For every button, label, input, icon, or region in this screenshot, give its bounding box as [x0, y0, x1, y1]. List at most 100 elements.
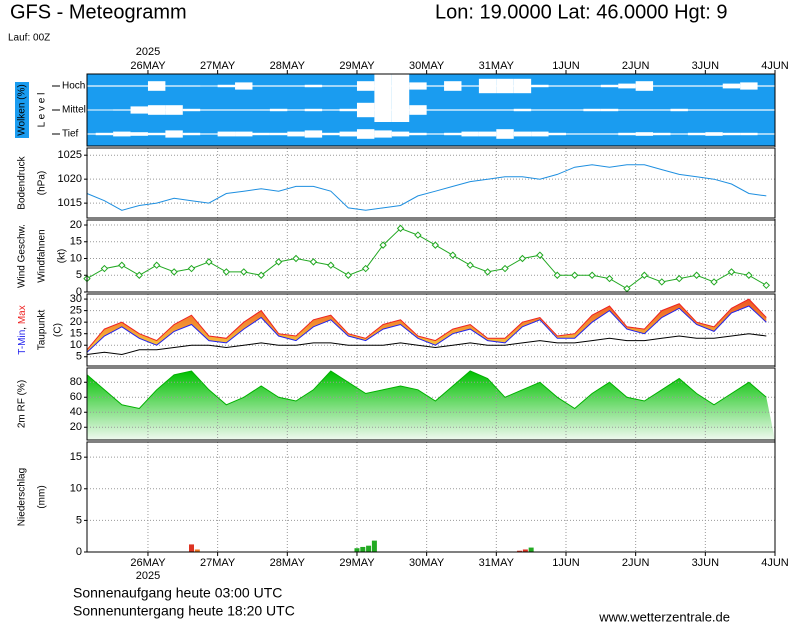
cloud-cover [304, 84, 323, 88]
level-name: Tief [62, 129, 79, 140]
cloud-cover [653, 132, 671, 136]
x-tick-label: 27MAY [200, 557, 236, 569]
y-tick-label: 5 [76, 269, 82, 281]
cloud-cover [217, 84, 236, 88]
x-tick-label: 29MAY [339, 60, 375, 72]
level-axis-label: L e v e l [37, 93, 48, 128]
cloud-cover [670, 85, 688, 87]
legend-entry: T-Min [17, 330, 28, 355]
marker [466, 261, 474, 269]
cloud-cover [705, 109, 723, 111]
cloud-cover [356, 102, 375, 118]
y-tick-label: 10 [70, 252, 82, 264]
level-name: Mittel [62, 105, 86, 116]
marker [274, 258, 283, 266]
cloud-cover [548, 109, 566, 111]
marker [292, 254, 300, 263]
cloud-cover [618, 83, 636, 89]
panel-label: T-Min, Max [17, 305, 28, 354]
marker [640, 271, 649, 279]
y-tick-label: 1025 [58, 149, 82, 161]
cloud-cover [95, 85, 114, 87]
marker [257, 271, 265, 279]
cloud-cover [113, 131, 131, 137]
y-tick-label: 40 [70, 406, 82, 418]
marker [327, 261, 335, 269]
sunrise: Sonnenaufgang heute 03:00 UTC [73, 585, 282, 601]
panel-label: (mm) [37, 485, 48, 508]
cloud-cover [147, 132, 166, 136]
cloud-cover [478, 109, 497, 111]
x-tick-label: 1JUN [552, 557, 580, 569]
cloud-cover [269, 108, 288, 112]
level-name: Hoch [62, 81, 85, 92]
series-line [86, 227, 767, 290]
cloud-cover [95, 132, 114, 136]
cloud-cover [531, 84, 549, 88]
series-line [86, 333, 767, 356]
cloud-cover [269, 132, 288, 136]
marker [152, 261, 161, 269]
sunset: Sonnenuntergang heute 18:20 UTC [73, 603, 295, 619]
panel-label: Niederschlag [17, 468, 28, 526]
cloud-cover [583, 108, 601, 112]
cloud-cover [182, 108, 201, 112]
cloud-cover [391, 98, 410, 122]
marker [187, 264, 196, 273]
label-box [15, 82, 29, 138]
cloud-cover [548, 132, 566, 136]
marker [483, 268, 492, 276]
cloud-cover [461, 131, 479, 137]
cloud-cover [444, 109, 462, 111]
cloud-cover [687, 109, 706, 111]
x-tick-label: 31MAY [479, 60, 515, 72]
marker [344, 271, 352, 279]
legend-entry: Max [17, 305, 28, 324]
x-tick-label: 31MAY [479, 557, 515, 569]
series-line [86, 298, 767, 351]
marker [170, 268, 178, 276]
cloud-cover [235, 131, 253, 137]
cloud-cover [722, 132, 741, 136]
cloud-cover [461, 109, 479, 111]
precip-bar [360, 546, 366, 552]
x-tick-label: 29MAY [339, 557, 375, 569]
marker [570, 271, 579, 279]
cloud-cover [391, 74, 410, 98]
y-tick-label: 15 [70, 236, 82, 248]
marker [588, 271, 596, 279]
marker [135, 271, 143, 279]
cloud-cover [565, 85, 584, 87]
series-line [86, 370, 767, 410]
cloud-cover [356, 129, 375, 139]
marker [100, 264, 109, 273]
cloud-cover [757, 85, 775, 87]
cloud-cover [757, 109, 775, 111]
cloud-cover [374, 98, 392, 122]
marker [414, 231, 422, 239]
cloud-cover [391, 131, 410, 137]
y-tick-label: 1015 [58, 197, 82, 209]
y-tick-label: 0 [76, 286, 82, 298]
cloud-cover [322, 85, 340, 87]
cloud-cover [653, 109, 671, 111]
cloud-cover [130, 85, 148, 87]
x-tick-label: 2JUN [622, 60, 650, 72]
x-tick-label: 28MAY [270, 557, 306, 569]
cloud-cover [496, 129, 514, 139]
cloud-cover [165, 85, 183, 87]
cloud-cover [600, 84, 619, 88]
cloud-cover [653, 85, 671, 87]
cloud-cover [130, 106, 148, 114]
cloud-cover [478, 78, 497, 94]
marker [518, 254, 527, 263]
cloud-cover [722, 109, 741, 111]
panel-label: (kt) [57, 249, 68, 263]
y-tick-label: 30 [70, 293, 82, 305]
cloud-cover [513, 131, 532, 137]
panel-frame [86, 293, 776, 367]
precip-bar [371, 540, 377, 552]
precip-bar [366, 545, 372, 552]
cloud-cover [252, 109, 270, 111]
y-tick-label: 20 [70, 421, 82, 433]
